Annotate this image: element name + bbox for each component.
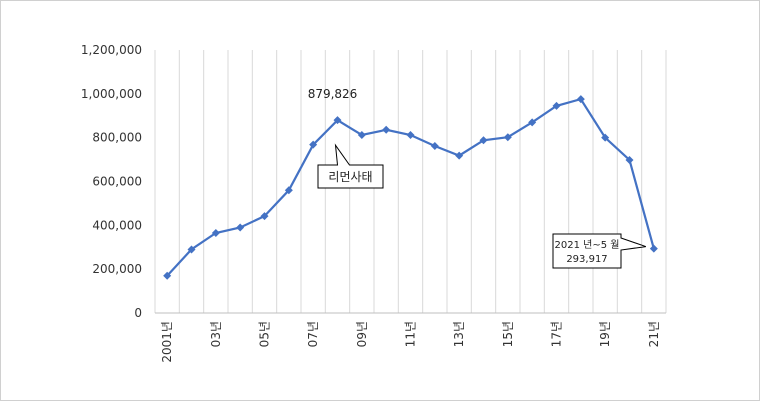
data-point bbox=[406, 131, 415, 140]
x-tick-label: 17년 bbox=[550, 321, 564, 347]
data-point bbox=[309, 140, 318, 149]
series-markers bbox=[163, 95, 658, 280]
x-tick-label: 11년 bbox=[404, 321, 418, 347]
data-point bbox=[455, 151, 464, 160]
y-tick-label: 800,000 bbox=[92, 131, 142, 145]
x-tick-label: 03년 bbox=[209, 321, 223, 347]
x-axis-ticks: 2001년 03년 05년 07년 09년 11년 13년 15년 17년 19년 21년 bbox=[160, 321, 661, 363]
data-point bbox=[479, 136, 488, 145]
data-point bbox=[211, 229, 220, 238]
y-tick-label: 1,000,000 bbox=[81, 87, 142, 101]
x-tick-label: 2001년 bbox=[160, 321, 174, 363]
data-point bbox=[187, 245, 196, 254]
x-tick-label: 21년 bbox=[647, 321, 661, 347]
data-point bbox=[552, 101, 561, 110]
data-point bbox=[528, 118, 537, 127]
y-tick-label: 200,000 bbox=[92, 262, 142, 276]
y-tick-label: 600,000 bbox=[92, 175, 142, 189]
data-point bbox=[601, 133, 610, 142]
y-tick-label: 1,200,000 bbox=[81, 43, 142, 57]
data-point bbox=[430, 141, 439, 150]
gridlines bbox=[154, 50, 667, 313]
data-point bbox=[649, 244, 658, 253]
data-point bbox=[625, 156, 634, 165]
x-tick-label: 09년 bbox=[355, 321, 369, 347]
x-tick-label: 19년 bbox=[598, 321, 612, 347]
last-point-callout-line1: 2021 년~5 월 bbox=[555, 239, 620, 251]
data-point bbox=[163, 271, 172, 280]
data-point bbox=[357, 131, 366, 140]
y-tick-label: 0 bbox=[134, 306, 142, 320]
lehman-callout-label: 리먼사태 bbox=[328, 170, 372, 184]
data-point bbox=[576, 95, 585, 104]
x-tick-label: 15년 bbox=[501, 321, 515, 347]
lehman-callout-box bbox=[317, 143, 384, 189]
data-point bbox=[333, 116, 342, 125]
x-tick-label: 07년 bbox=[306, 321, 320, 347]
data-point bbox=[236, 223, 245, 232]
x-tick-label: 13년 bbox=[452, 321, 466, 347]
data-point bbox=[382, 125, 391, 134]
last-point-callout-line2: 293,917 bbox=[566, 254, 607, 265]
data-point bbox=[284, 186, 293, 195]
data-point bbox=[503, 133, 512, 142]
peak-value-label: 879,826 bbox=[308, 87, 358, 101]
y-axis-ticks: 0 200,000 400,000 600,000 800,000 1,000,000 1,… bbox=[81, 43, 142, 320]
y-tick-label: 400,000 bbox=[92, 218, 142, 232]
x-tick-label: 05년 bbox=[258, 321, 272, 347]
last-point-callout-box bbox=[552, 233, 646, 269]
data-point bbox=[260, 212, 269, 221]
